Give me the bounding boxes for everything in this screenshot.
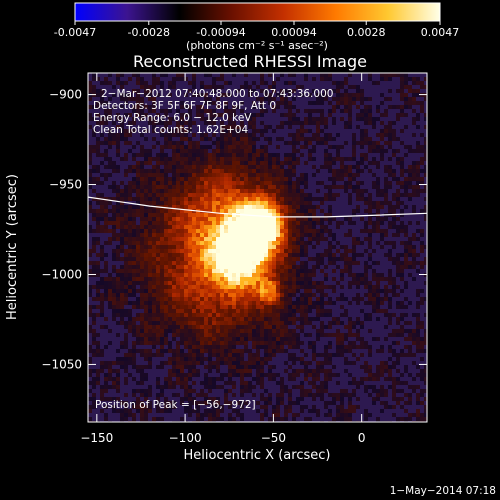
colorbar-tick-label: 0.0047	[421, 26, 460, 39]
x-axis: −150 −100 −50 0	[80, 73, 365, 445]
x-axis-label: Heliocentric X (arcsec)	[184, 448, 331, 463]
colorbar-tick-label: 0.0028	[347, 26, 386, 39]
x-tick-label: −100	[169, 431, 202, 445]
y-tick-label: −900	[49, 88, 82, 102]
y-axis: −900 −950 −1000 −1050	[41, 88, 427, 371]
annotation-detectors: Detectors: 3F 5F 6F 7F 8F 9F, Att 0	[93, 100, 276, 112]
y-tick-label: −950	[49, 178, 82, 192]
chart-title: Reconstructed RHESSI Image	[133, 52, 367, 71]
colorbar-tick-label: -0.0047	[54, 26, 96, 39]
colorbar: -0.0047 -0.0028 -0.00094 0.00094 0.0028 0.004…	[54, 2, 459, 52]
annotation-energy-range: Energy Range: 6.0 − 12.0 keV	[93, 112, 252, 124]
x-tick-label: −150	[80, 431, 113, 445]
peak-position-label: Position of Peak = [−56,−972]	[95, 399, 256, 411]
heatmap-image	[88, 73, 427, 422]
annotation-time-range: 2−Mar−2012 07:40:48.000 to 07:43:36.000	[101, 88, 333, 100]
colorbar-strip	[74, 2, 441, 22]
annotation-block: 2−Mar−2012 07:40:48.000 to 07:43:36.000 …	[93, 88, 333, 411]
plot-frame	[87, 72, 428, 423]
solar-limb-line	[88, 196, 427, 218]
y-tick-label: −1050	[41, 357, 82, 371]
x-tick-label: −50	[261, 431, 286, 445]
footer-timestamp: 1−May−2014 07:18	[390, 485, 496, 497]
colorbar-tick-label: 0.00094	[271, 26, 317, 39]
colorbar-tick-label: -0.00094	[196, 26, 245, 39]
x-tick-label: 0	[358, 431, 366, 445]
colorbar-units-label: (photons cm⁻² s⁻¹ asec⁻²)	[186, 39, 328, 52]
y-axis-label: Heliocentric Y (arcsec)	[5, 174, 20, 320]
y-tick-label: −1000	[41, 267, 82, 281]
colorbar-tick-label: -0.0028	[128, 26, 170, 39]
annotation-clean-counts: Clean Total counts: 1.62E+04	[93, 124, 248, 136]
colorbar-ticks: -0.0047 -0.0028 -0.00094 0.00094 0.0028 0.004…	[54, 21, 459, 39]
